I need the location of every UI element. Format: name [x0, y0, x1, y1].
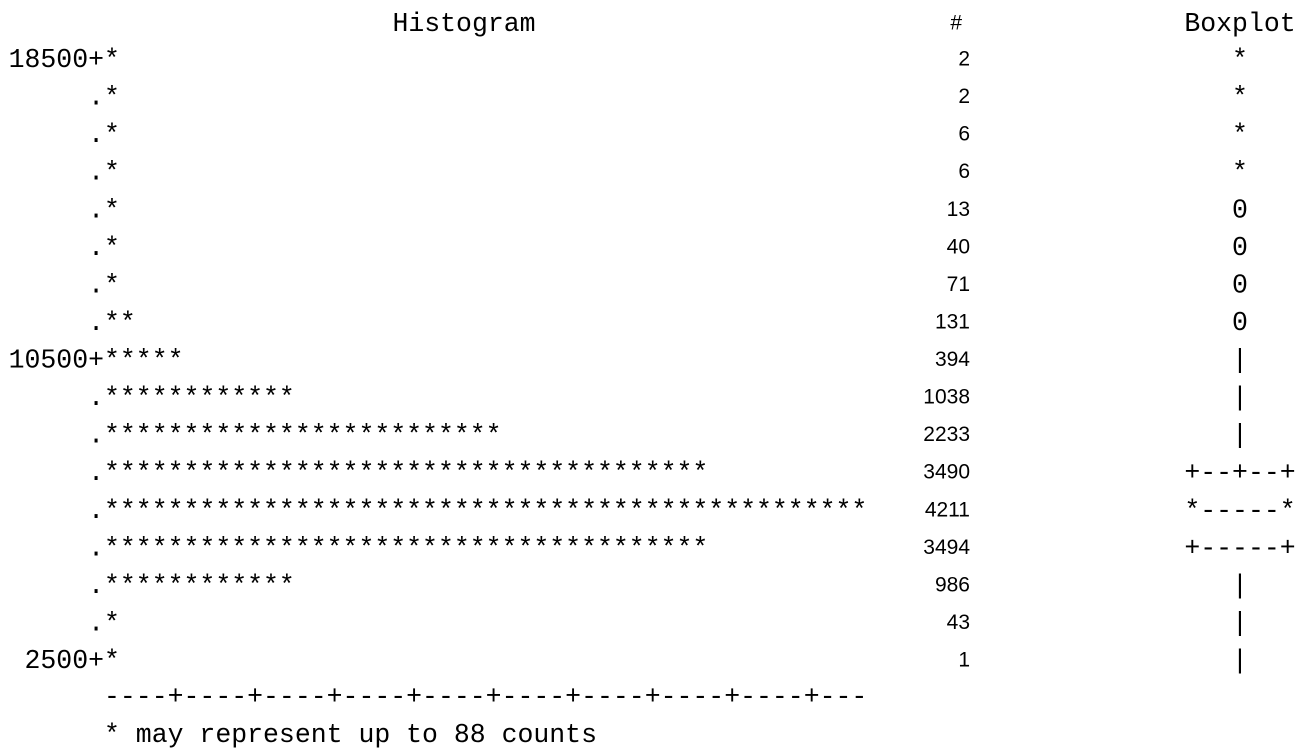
count: 71 — [947, 273, 970, 296]
histogram-bar: ***** — [104, 346, 184, 376]
count: 394 — [935, 348, 970, 371]
axis-label: . — [88, 308, 104, 338]
histogram-bar: ************************************** — [104, 458, 708, 488]
boxplot-part: | — [1232, 383, 1248, 413]
histogram-bar: * — [104, 83, 120, 113]
boxplot-part: * — [1232, 158, 1248, 188]
axis-label: . — [88, 571, 104, 601]
axis-label: . — [88, 158, 104, 188]
boxplot-part: * — [1232, 83, 1248, 113]
count: 4211 — [925, 498, 970, 521]
axis-label: . — [88, 496, 104, 526]
count: 6 — [958, 123, 970, 146]
boxplot-part: 0 — [1232, 233, 1248, 263]
axis-label: . — [88, 458, 104, 488]
count: 1038 — [923, 386, 970, 409]
count: 1 — [958, 649, 970, 672]
histogram-bar: * — [104, 120, 120, 150]
axis-label: 18500+ — [9, 45, 104, 75]
boxplot-part: | — [1232, 346, 1248, 376]
count: 3494 — [923, 536, 970, 559]
boxplot-part: *-----* — [1184, 496, 1295, 526]
count: 40 — [947, 235, 970, 258]
histogram-bar: * — [104, 270, 120, 300]
histogram-bar: ************************************** — [104, 533, 708, 563]
count: 3490 — [923, 461, 970, 484]
axis-label: . — [88, 533, 104, 563]
boxplot-part: | — [1232, 608, 1248, 638]
scale-line: ----+----+----+----+----+----+----+----+… — [104, 682, 867, 712]
footnote: * may represent up to 88 counts — [104, 720, 597, 750]
histogram-bar: * — [104, 195, 120, 225]
histogram-bar: ************ — [104, 571, 295, 601]
histogram-bar: * — [104, 158, 120, 188]
count: 2 — [958, 85, 970, 108]
count: 2233 — [923, 423, 970, 446]
axis-label: . — [88, 83, 104, 113]
count-header: # — [950, 12, 962, 35]
histogram-header: Histogram — [392, 9, 535, 39]
count: 43 — [947, 611, 970, 634]
histogram-bar: ** — [104, 308, 136, 338]
axis-label: . — [88, 195, 104, 225]
boxplot-part: | — [1232, 646, 1248, 676]
axis-label: . — [88, 383, 104, 413]
count: 13 — [947, 198, 970, 221]
histogram-bar: * — [104, 45, 120, 75]
boxplot-part: * — [1232, 120, 1248, 150]
axis-label: . — [88, 270, 104, 300]
boxplot-part: 0 — [1232, 308, 1248, 338]
boxplot-header: Boxplot — [1184, 9, 1295, 39]
histogram-bar: ************************* — [104, 421, 502, 451]
boxplot-part: | — [1232, 571, 1248, 601]
count: 2 — [958, 48, 970, 71]
boxplot-part: 0 — [1232, 195, 1248, 225]
axis-label: . — [88, 421, 104, 451]
boxplot-part: | — [1232, 421, 1248, 451]
count: 6 — [958, 160, 970, 183]
count: 986 — [935, 573, 970, 596]
boxplot-part: 0 — [1232, 270, 1248, 300]
axis-label: . — [88, 233, 104, 263]
histogram-bar: ****************************************… — [104, 496, 867, 526]
axis-label: 2500+ — [24, 646, 104, 676]
axis-label: . — [88, 120, 104, 150]
histogram-bar: * — [104, 608, 120, 638]
boxplot-part: * — [1232, 45, 1248, 75]
axis-label: . — [88, 608, 104, 638]
boxplot-part: +-----+ — [1184, 533, 1295, 563]
axis-label: 10500+ — [9, 346, 104, 376]
histogram-bar: * — [104, 646, 120, 676]
histogram-bar: ************ — [104, 383, 295, 413]
count: 131 — [935, 310, 970, 333]
histogram-bar: * — [104, 233, 120, 263]
boxplot-part: +--+--+ — [1184, 458, 1295, 488]
